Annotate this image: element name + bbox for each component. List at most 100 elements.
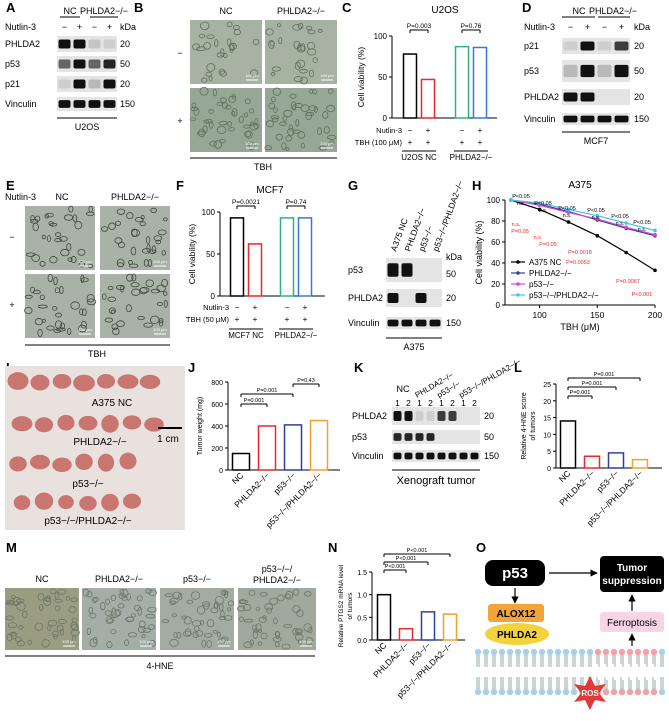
cell [114, 237, 123, 244]
lipid-head [538, 688, 546, 696]
label: PHLDA2−/− [589, 6, 637, 16]
lipid-head [626, 688, 634, 696]
cell [37, 328, 43, 338]
cell [145, 236, 151, 244]
bar [398, 627, 414, 641]
cell [243, 618, 254, 623]
cell [258, 616, 267, 623]
cell [296, 59, 306, 68]
blot-band [563, 41, 578, 51]
cell [161, 619, 170, 624]
cell [271, 66, 281, 72]
cell [269, 597, 279, 605]
cell [189, 117, 197, 122]
cell [238, 599, 246, 605]
series-point [595, 217, 600, 221]
blot-band [88, 79, 101, 89]
blot-band [563, 64, 578, 78]
lipid-head [474, 648, 482, 656]
label: p21 [5, 79, 20, 89]
cell [294, 61, 301, 71]
y-axis-label: Cell viability (%) [187, 224, 197, 285]
cell [150, 207, 157, 214]
cell [295, 628, 303, 634]
blot-band [563, 115, 578, 123]
cell [192, 43, 201, 51]
blot-band [393, 452, 402, 460]
y-tick-label: 20 [491, 280, 500, 289]
cell [30, 214, 35, 222]
cell [74, 220, 83, 230]
annotation: P=0.0018 [568, 250, 592, 256]
cell [219, 138, 226, 144]
cell [16, 598, 25, 603]
label: U2OS [75, 122, 100, 132]
cell [126, 273, 134, 282]
cell [199, 86, 209, 96]
cell [271, 117, 279, 123]
legend-marker [516, 260, 520, 264]
blot-band [614, 115, 629, 123]
blot-band [614, 64, 629, 78]
cell [322, 111, 329, 119]
cell [46, 625, 52, 631]
sign: + [408, 138, 413, 147]
cell [47, 274, 53, 283]
annotation: P<0.05 [633, 220, 651, 226]
cell [41, 234, 46, 240]
bar [454, 45, 470, 119]
cell [163, 217, 168, 222]
bar [297, 217, 313, 297]
cell [5, 601, 15, 606]
lipid-head [482, 688, 490, 696]
blot-strip [562, 113, 630, 125]
blot-band [426, 433, 435, 441]
cell [287, 127, 295, 136]
cell [53, 328, 62, 333]
label: 1 [439, 398, 444, 408]
cell [133, 604, 142, 611]
cell [252, 38, 260, 45]
cell [195, 630, 204, 637]
cell [163, 291, 168, 296]
cell [27, 639, 33, 645]
cell [137, 315, 145, 321]
label: NC [36, 574, 49, 584]
p-value: P=0.001 [570, 390, 591, 396]
cell [292, 24, 302, 31]
tumor [144, 417, 164, 432]
label: 50 [634, 66, 644, 76]
sign: − [460, 126, 465, 135]
p-value: P<0.001 [407, 548, 428, 554]
cell [86, 298, 97, 306]
cell [191, 102, 197, 108]
cell [80, 320, 87, 329]
cell [285, 146, 290, 151]
annotation: n.s. [638, 227, 647, 233]
lipid-head [546, 648, 554, 656]
label: + [107, 22, 112, 32]
blot-band [614, 41, 629, 51]
cell [238, 116, 244, 124]
cell [29, 219, 39, 224]
blot-band [415, 410, 424, 422]
blot-band [393, 410, 402, 422]
tumor [96, 373, 116, 389]
cell [281, 142, 287, 150]
label: 4-HNE [146, 661, 173, 671]
blot-band [415, 452, 424, 460]
cell [213, 602, 219, 609]
cell [57, 619, 67, 625]
cell [226, 21, 233, 28]
blot-band [563, 92, 578, 102]
cell [259, 591, 268, 597]
cell [292, 589, 300, 596]
cell [116, 208, 126, 215]
p-value: P<0.001 [385, 564, 406, 570]
cell [145, 279, 154, 288]
label: PHLDA2 [348, 293, 383, 303]
panel-label: O [476, 540, 486, 555]
cell [57, 588, 67, 595]
lipid-head [634, 688, 642, 696]
cell [67, 327, 72, 335]
